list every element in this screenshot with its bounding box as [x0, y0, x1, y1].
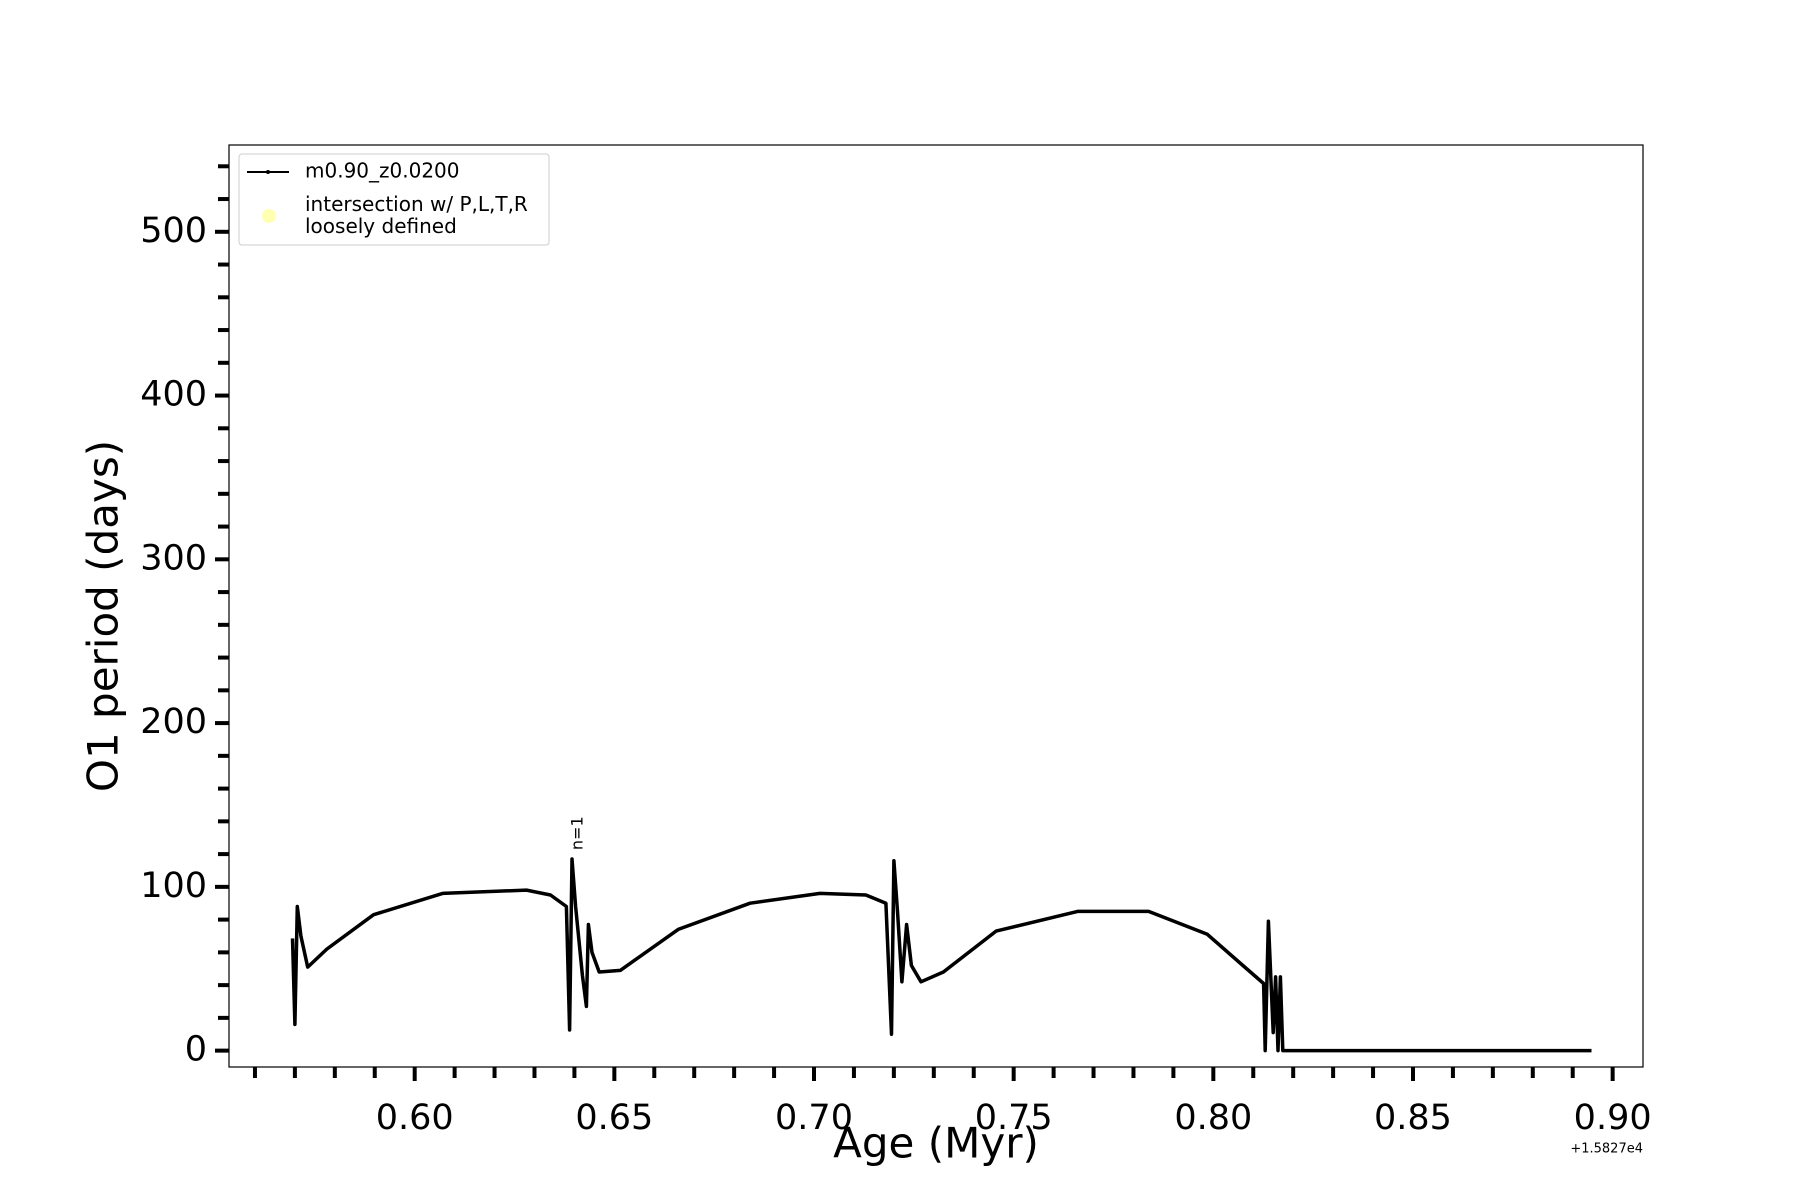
legend-label: m0.90_z0.0200: [305, 159, 460, 183]
x-tick-label: 0.80: [1174, 1098, 1252, 1138]
y-tick-label: 500: [140, 211, 207, 251]
y-tick-label: 200: [140, 702, 207, 742]
plot-frame: [228, 144, 1644, 1068]
x-tick-label: 0.90: [1574, 1098, 1652, 1138]
legend-marker: [262, 209, 276, 223]
y-tick-label: 300: [140, 538, 207, 578]
x-axis-label: Age (Myr): [833, 1119, 1039, 1168]
x-tick-label: 0.70: [775, 1098, 853, 1138]
x-tick-label: 0.85: [1374, 1098, 1452, 1138]
legend-label: intersection w/ P,L,T,R loosely defined: [305, 192, 528, 238]
x-tick-label: 0.65: [575, 1098, 653, 1138]
y-axis-label: O1 period (days): [79, 440, 128, 792]
legend-box: [238, 153, 550, 246]
x-offset-label: +1.5827e4: [1570, 1142, 1643, 1157]
y-tick-label: 400: [140, 375, 207, 415]
series-line: [290, 857, 1592, 1053]
annotation: n=1: [568, 816, 587, 850]
x-tick-label: 0.60: [376, 1098, 454, 1138]
legend-marker: [266, 170, 270, 174]
y-tick-label: 0: [185, 1030, 207, 1070]
x-tick-label: 0.75: [975, 1098, 1053, 1138]
y-tick-label: 100: [140, 866, 207, 906]
